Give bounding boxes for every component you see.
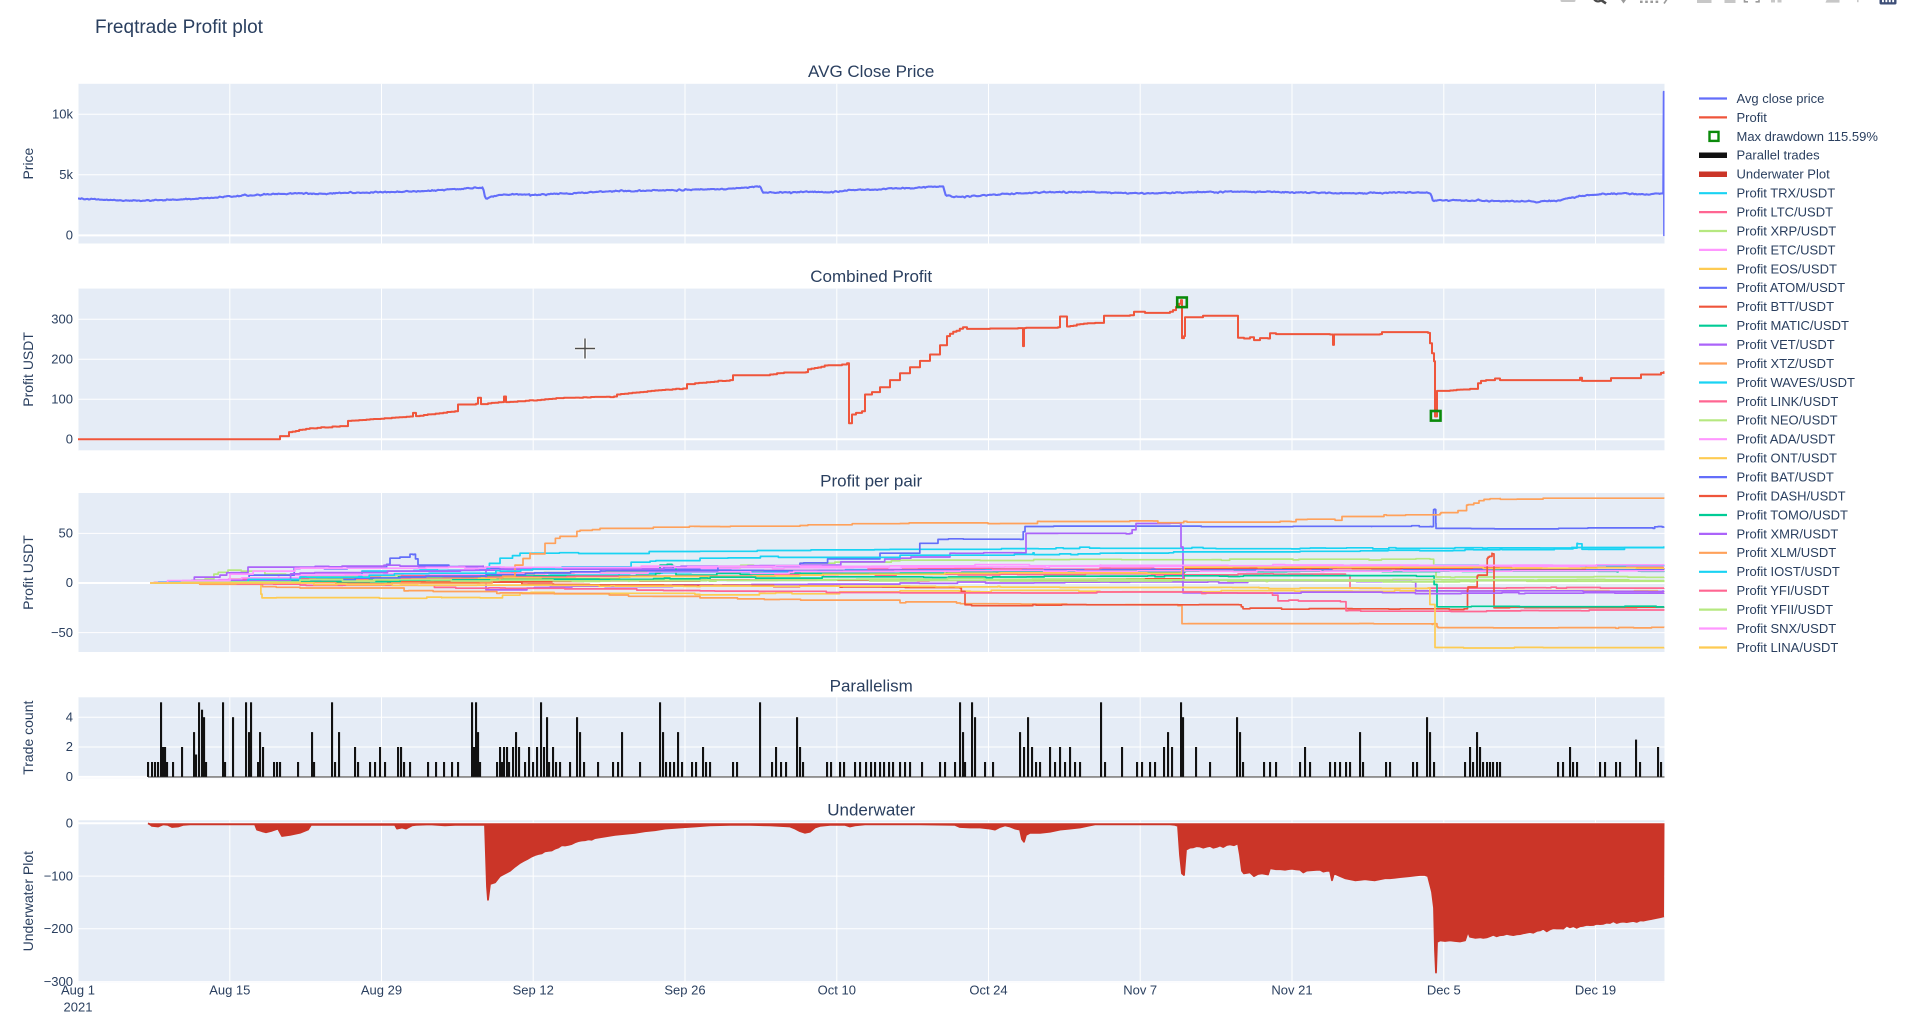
- svg-text:4: 4: [66, 709, 73, 724]
- svg-text:Profit BTT/USDT: Profit BTT/USDT: [1737, 299, 1835, 314]
- svg-text:2: 2: [66, 739, 73, 754]
- svg-text:Underwater: Underwater: [827, 801, 915, 820]
- svg-text:Underwater Plot: Underwater Plot: [20, 851, 36, 951]
- svg-text:Profit ONT/USDT: Profit ONT/USDT: [1737, 451, 1837, 466]
- svg-text:Nov 21: Nov 21: [1271, 983, 1312, 998]
- svg-text:Aug 29: Aug 29: [361, 983, 402, 998]
- svg-text:0: 0: [66, 575, 73, 590]
- svg-text:Parallelism: Parallelism: [830, 677, 913, 696]
- svg-text:Dec 19: Dec 19: [1575, 983, 1616, 998]
- svg-text:Profit MATIC/USDT: Profit MATIC/USDT: [1737, 318, 1849, 333]
- svg-text:5k: 5k: [59, 167, 73, 182]
- svg-text:Nov 7: Nov 7: [1123, 983, 1157, 998]
- svg-text:Profit LINA/USDT: Profit LINA/USDT: [1737, 640, 1839, 655]
- svg-text:Profit LTC/USDT: Profit LTC/USDT: [1737, 205, 1834, 220]
- svg-text:Profit ATOM/USDT: Profit ATOM/USDT: [1737, 280, 1846, 295]
- svg-text:Aug 15: Aug 15: [209, 983, 250, 998]
- svg-text:Profit YFI/USDT: Profit YFI/USDT: [1737, 583, 1830, 598]
- svg-text:0: 0: [66, 816, 73, 831]
- svg-text:0: 0: [66, 432, 73, 447]
- svg-text:2021: 2021: [64, 1000, 93, 1015]
- svg-text:Profit per pair: Profit per pair: [820, 472, 922, 491]
- svg-text:Profit: Profit: [1737, 110, 1768, 125]
- svg-text:AVG Close Price: AVG Close Price: [808, 62, 934, 81]
- svg-text:Profit XMR/USDT: Profit XMR/USDT: [1737, 526, 1839, 541]
- svg-text:Profit XLM/USDT: Profit XLM/USDT: [1737, 545, 1837, 560]
- svg-text:Dec 5: Dec 5: [1427, 983, 1461, 998]
- svg-text:Profit USDT: Profit USDT: [20, 332, 36, 407]
- svg-text:Profit XRP/USDT: Profit XRP/USDT: [1737, 223, 1837, 238]
- svg-text:10k: 10k: [52, 106, 73, 121]
- svg-text:Sep 12: Sep 12: [513, 983, 554, 998]
- svg-text:100: 100: [51, 392, 73, 407]
- svg-text:Freqtrade Profit plot: Freqtrade Profit plot: [95, 17, 264, 38]
- svg-text:−100: −100: [44, 868, 73, 883]
- svg-text:Profit WAVES/USDT: Profit WAVES/USDT: [1737, 375, 1856, 390]
- svg-text:Profit TRX/USDT: Profit TRX/USDT: [1737, 186, 1836, 201]
- svg-text:0: 0: [66, 769, 73, 784]
- svg-text:Profit VET/USDT: Profit VET/USDT: [1737, 337, 1835, 352]
- svg-text:Parallel trades: Parallel trades: [1737, 148, 1821, 163]
- svg-text:Max drawdown 115.59%: Max drawdown 115.59%: [1737, 129, 1879, 144]
- svg-text:−200: −200: [44, 921, 73, 936]
- svg-text:Aug 1: Aug 1: [61, 983, 95, 998]
- svg-text:Profit EOS/USDT: Profit EOS/USDT: [1737, 261, 1837, 276]
- svg-text:200: 200: [51, 352, 73, 367]
- svg-text:50: 50: [59, 526, 73, 541]
- svg-text:Profit DASH/USDT: Profit DASH/USDT: [1737, 488, 1846, 503]
- svg-text:0: 0: [66, 228, 73, 243]
- svg-text:Price: Price: [20, 147, 36, 179]
- svg-text:Profit ETC/USDT: Profit ETC/USDT: [1737, 242, 1836, 257]
- svg-text:−50: −50: [51, 625, 73, 640]
- svg-text:300: 300: [51, 312, 73, 327]
- svg-text:Avg close price: Avg close price: [1737, 91, 1825, 106]
- svg-text:Underwater Plot: Underwater Plot: [1737, 167, 1831, 182]
- svg-text:Trade count: Trade count: [20, 701, 36, 775]
- svg-text:Profit BAT/USDT: Profit BAT/USDT: [1737, 470, 1834, 485]
- svg-text:Profit TOMO/USDT: Profit TOMO/USDT: [1737, 507, 1849, 522]
- svg-text:Profit IOST/USDT: Profit IOST/USDT: [1737, 564, 1840, 579]
- svg-text:Profit USDT: Profit USDT: [20, 535, 36, 610]
- svg-text:Sep 26: Sep 26: [664, 983, 705, 998]
- svg-text:Oct 24: Oct 24: [969, 983, 1007, 998]
- svg-text:Profit LINK/USDT: Profit LINK/USDT: [1737, 394, 1839, 409]
- svg-text:Oct 10: Oct 10: [818, 983, 856, 998]
- svg-text:Profit XTZ/USDT: Profit XTZ/USDT: [1737, 356, 1835, 371]
- svg-text:Combined Profit: Combined Profit: [810, 267, 932, 286]
- svg-text:−300: −300: [44, 974, 73, 989]
- svg-text:Profit SNX/USDT: Profit SNX/USDT: [1737, 621, 1837, 636]
- svg-text:Profit YFII/USDT: Profit YFII/USDT: [1737, 602, 1834, 617]
- svg-text:Profit NEO/USDT: Profit NEO/USDT: [1737, 413, 1838, 428]
- svg-text:Profit ADA/USDT: Profit ADA/USDT: [1737, 432, 1836, 447]
